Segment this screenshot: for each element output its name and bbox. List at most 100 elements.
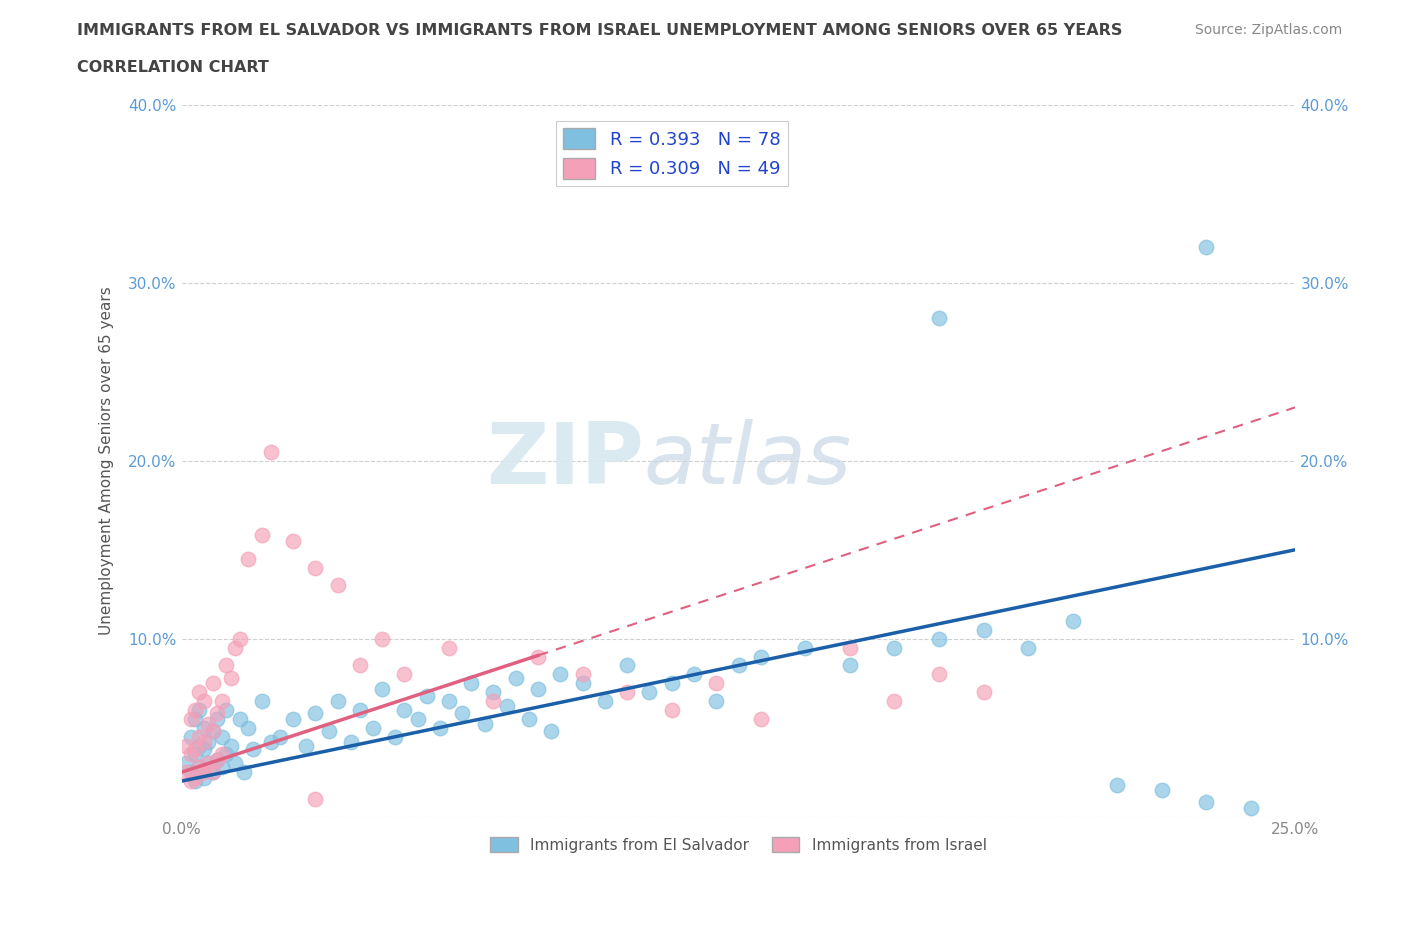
- Point: [474, 717, 496, 732]
- Point: [174, 738, 197, 753]
- Point: [260, 735, 283, 750]
- Point: [219, 738, 242, 753]
- Point: [883, 694, 905, 709]
- Point: [460, 676, 482, 691]
- Point: [193, 694, 215, 709]
- Point: [437, 694, 460, 709]
- Point: [215, 747, 238, 762]
- Point: [326, 694, 349, 709]
- Point: [201, 724, 224, 738]
- Point: [197, 735, 219, 750]
- Point: [184, 741, 207, 756]
- Point: [437, 640, 460, 655]
- Point: [184, 711, 207, 726]
- Point: [207, 706, 229, 721]
- Point: [238, 720, 260, 735]
- Point: [616, 658, 638, 672]
- Point: [304, 791, 326, 806]
- Point: [197, 756, 219, 771]
- Point: [495, 699, 517, 714]
- Point: [571, 676, 593, 691]
- Point: [505, 671, 527, 685]
- Point: [197, 717, 219, 732]
- Point: [188, 738, 211, 753]
- Point: [838, 658, 860, 672]
- Point: [661, 676, 683, 691]
- Point: [250, 528, 273, 543]
- Point: [527, 649, 550, 664]
- Point: [482, 684, 505, 699]
- Point: [215, 658, 238, 672]
- Text: IMMIGRANTS FROM EL SALVADOR VS IMMIGRANTS FROM ISRAEL UNEMPLOYMENT AMONG SENIORS: IMMIGRANTS FROM EL SALVADOR VS IMMIGRANT…: [77, 23, 1123, 38]
- Point: [727, 658, 749, 672]
- Point: [928, 667, 950, 682]
- Point: [394, 667, 416, 682]
- Point: [704, 694, 727, 709]
- Point: [193, 720, 215, 735]
- Point: [1062, 614, 1084, 629]
- Point: [371, 631, 394, 646]
- Point: [1150, 782, 1173, 797]
- Point: [517, 711, 540, 726]
- Point: [406, 711, 429, 726]
- Point: [451, 706, 474, 721]
- Point: [201, 764, 224, 779]
- Point: [1017, 640, 1039, 655]
- Point: [318, 724, 340, 738]
- Point: [384, 729, 406, 744]
- Point: [188, 684, 211, 699]
- Point: [211, 694, 233, 709]
- Point: [794, 640, 817, 655]
- Point: [219, 671, 242, 685]
- Point: [211, 760, 233, 775]
- Point: [228, 631, 250, 646]
- Point: [215, 702, 238, 717]
- Point: [928, 311, 950, 325]
- Point: [224, 756, 246, 771]
- Point: [749, 711, 772, 726]
- Point: [211, 747, 233, 762]
- Point: [704, 676, 727, 691]
- Point: [361, 720, 384, 735]
- Point: [238, 551, 260, 566]
- Point: [260, 445, 283, 459]
- Text: atlas: atlas: [644, 419, 852, 502]
- Point: [661, 702, 683, 717]
- Point: [295, 738, 318, 753]
- Point: [616, 684, 638, 699]
- Y-axis label: Unemployment Among Seniors over 65 years: Unemployment Among Seniors over 65 years: [100, 286, 114, 635]
- Point: [371, 681, 394, 696]
- Point: [207, 752, 229, 767]
- Point: [188, 729, 211, 744]
- Point: [1195, 240, 1218, 255]
- Point: [928, 631, 950, 646]
- Legend: Immigrants from El Salvador, Immigrants from Israel: Immigrants from El Salvador, Immigrants …: [484, 830, 993, 859]
- Point: [304, 560, 326, 575]
- Point: [233, 764, 256, 779]
- Text: Source: ZipAtlas.com: Source: ZipAtlas.com: [1195, 23, 1343, 37]
- Point: [180, 711, 202, 726]
- Point: [326, 578, 349, 592]
- Point: [429, 720, 451, 735]
- Point: [281, 711, 304, 726]
- Point: [193, 764, 215, 779]
- Point: [1107, 777, 1129, 792]
- Point: [527, 681, 550, 696]
- Point: [349, 658, 371, 672]
- Point: [207, 711, 229, 726]
- Point: [250, 694, 273, 709]
- Point: [1195, 795, 1218, 810]
- Point: [180, 774, 202, 789]
- Point: [201, 676, 224, 691]
- Point: [180, 764, 202, 779]
- Point: [207, 752, 229, 767]
- Point: [683, 667, 706, 682]
- Point: [201, 724, 224, 738]
- Point: [749, 649, 772, 664]
- Point: [201, 764, 224, 779]
- Point: [304, 706, 326, 721]
- Point: [571, 667, 593, 682]
- Point: [415, 688, 437, 703]
- Text: CORRELATION CHART: CORRELATION CHART: [77, 60, 269, 75]
- Point: [174, 764, 197, 779]
